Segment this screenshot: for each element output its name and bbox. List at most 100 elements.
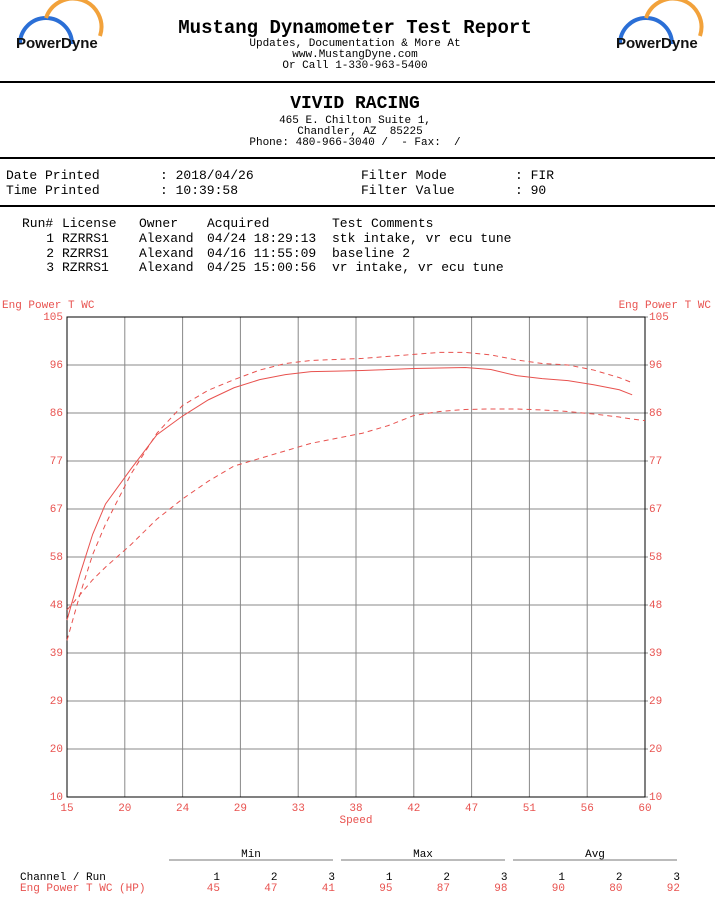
rule [0,205,715,207]
summary-group: Avg [585,849,605,861]
summary-run: 3 [500,872,508,884]
shop-name: VIVID RACING [290,94,420,114]
summary-value: 41 [321,883,335,895]
summary-value: 95 [379,883,393,895]
y2-axis-label: Eng Power T WC [619,300,712,312]
y-axis-label: Eng Power T WC [2,300,95,312]
run-cell: 04/24 18:29:13 [207,231,317,246]
summary-group: Max [413,849,433,861]
run-cell: vr intake, vr ecu tune [332,260,504,275]
y2-tick-label: 77 [649,456,662,468]
run-line [66,367,633,621]
y-tick-label: 58 [50,552,63,564]
header-line: Or Call 1-330-963-5400 [282,60,428,72]
shop-line: 465 E. Chilton Suite 1, [279,115,431,127]
run-header: Test Comments [332,216,434,231]
info-text: : FIR [515,168,555,183]
plot-frame [66,316,646,798]
run-header: Run# [22,216,54,231]
run-line [66,351,633,641]
summary-run: 2 [615,872,623,884]
x-tick-label: 56 [581,803,594,815]
y2-tick-label: 39 [649,648,662,660]
x-tick-label: 47 [465,803,478,815]
x-axis-label: Speed [339,815,372,827]
summary-value: 90 [551,883,565,895]
x-tick-label: 24 [176,803,190,815]
x-tick-label: 15 [60,803,73,815]
run-cell: 04/25 15:00:56 [207,260,317,275]
run-cell: 3 [46,260,54,275]
summary-value: 87 [436,883,450,895]
info-text: : 2018/04/26 [160,168,254,183]
info-text: Filter Mode [361,168,447,183]
run-cell: 04/16 11:55:09 [207,245,317,261]
y2-tick-label: 86 [649,408,662,420]
shop-line: Chandler, AZ 85225 [297,126,423,138]
y-tick-label: 39 [50,648,63,660]
summary-run: 2 [443,872,450,884]
run-cell: RZRRS1 [62,231,109,246]
summary-run: 1 [385,872,393,884]
logo-text: PowerDyne [16,35,98,52]
y2-tick-label: 20 [649,744,662,756]
x-tick-label: 51 [523,803,537,815]
info-text: Date Printed [6,168,100,183]
logo-arc [44,0,104,37]
rule [0,81,715,83]
y-tick-label: 86 [50,408,63,420]
info-text: Filter Value [361,183,455,198]
summary-run: 1 [558,872,565,884]
y-tick-label: 20 [50,744,63,756]
summary-run: 2 [270,872,278,884]
rule [0,157,715,159]
y-tick-label: 105 [43,312,63,324]
run-header: License [62,216,117,231]
logo-text: PowerDyne [616,35,698,52]
y2-tick-label: 10 [649,792,662,804]
x-tick-label: 38 [349,803,362,815]
run-cell: RZRRS1 [62,245,109,261]
run-line [66,408,646,611]
x-tick-label: 60 [638,803,651,815]
y-tick-label: 67 [50,504,63,516]
summary-run: 1 [213,872,220,884]
summary-run: 3 [673,872,680,884]
x-tick-label: 29 [234,803,247,815]
y2-tick-label: 48 [649,600,662,612]
x-tick-label: 42 [407,803,420,815]
info-text: : 90 [515,183,547,198]
summary-value: 45 [206,883,220,895]
summary-label: Eng Power T WC (HP) [20,883,146,895]
summary-value: 47 [264,883,278,895]
report-title: Mustang Dynamometer Test Report [178,17,532,39]
summary-value: 98 [494,883,508,895]
x-tick-label: 20 [118,803,131,815]
run-cell: 1 [46,231,54,246]
info-text: Time Printed [6,183,100,198]
summary-run: 3 [328,872,335,884]
run-cell: Alexand [139,245,194,261]
summary-value: 80 [609,883,623,895]
summary-label: Channel / Run [20,872,106,884]
run-header: Acquired [207,216,270,231]
y2-tick-label: 29 [649,696,662,708]
logo-arc [644,0,704,37]
y2-tick-label: 58 [649,552,662,564]
info-text: : 10:39:58 [160,183,239,198]
y2-tick-label: 96 [649,360,662,372]
x-tick-label: 33 [292,803,305,815]
run-cell: RZRRS1 [62,260,109,275]
y-tick-label: 96 [50,360,63,372]
run-cell: Alexand [139,260,194,275]
summary-group: Min [241,849,261,861]
y2-tick-label: 105 [649,312,669,324]
shop-line: Phone: 480-966-3040 / - Fax: / [249,137,461,149]
run-header: Owner [139,216,179,231]
summary-value: 92 [666,883,680,895]
y-tick-label: 48 [50,600,63,612]
run-cell: baseline 2 [332,245,411,261]
